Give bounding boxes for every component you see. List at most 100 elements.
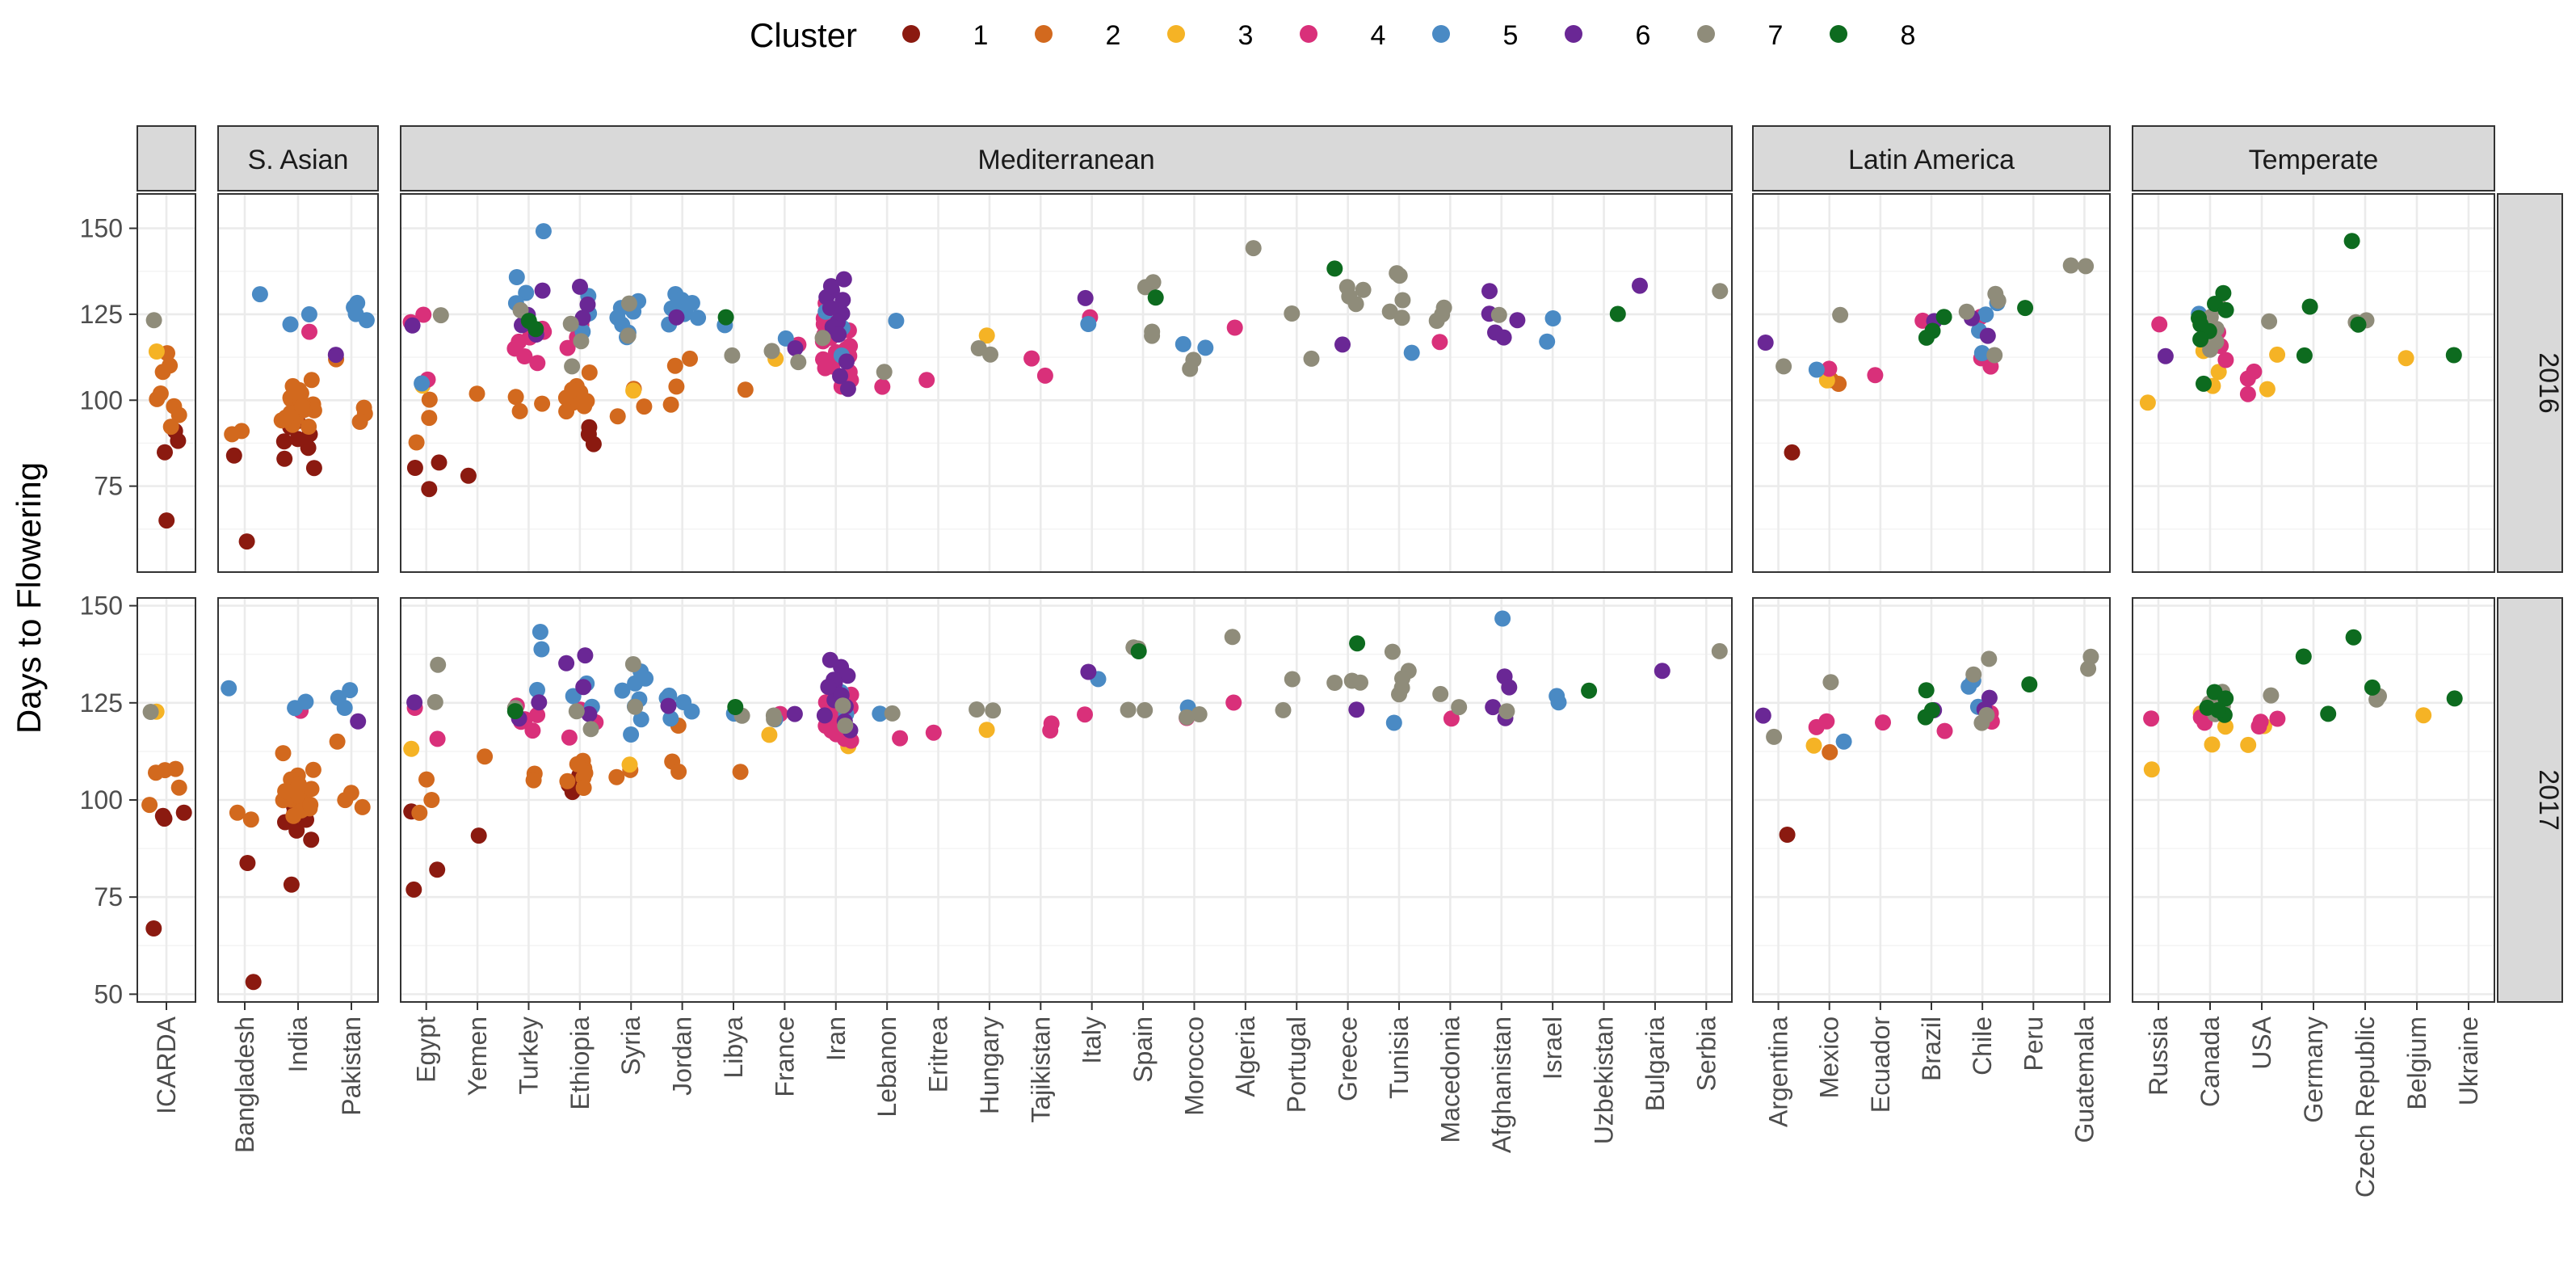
- point-italy-cluster-5: [1080, 316, 1097, 332]
- point-turkey-cluster-8: [527, 321, 544, 338]
- strip-label: Latin America: [1848, 145, 2015, 175]
- point-icarda-cluster-1: [145, 920, 162, 937]
- point-turkey-cluster-5: [532, 624, 548, 640]
- point-canada-cluster-8: [2210, 701, 2226, 718]
- row-2016: 2016 75 100 125 150: [80, 193, 2564, 573]
- legend-key: [1432, 25, 1450, 43]
- point-pakistan-cluster-2: [354, 798, 371, 815]
- strip-label: Mediterranean: [977, 145, 1154, 175]
- legend-label: 1: [973, 20, 989, 51]
- y-tick-label: 125: [80, 688, 123, 718]
- point-canada-cluster-8: [2217, 690, 2234, 707]
- point-hungary-cluster-7: [969, 701, 985, 718]
- point-icarda-cluster-1: [170, 432, 187, 449]
- point-syria-cluster-5: [623, 726, 640, 743]
- point-ethiopia-cluster-2: [576, 398, 593, 415]
- point-egypt-cluster-1: [406, 881, 422, 898]
- point-syria-cluster-7: [627, 698, 644, 715]
- point-libya-cluster-2: [737, 381, 754, 398]
- x-tick-label: Guatemala: [2070, 1017, 2099, 1143]
- point-mexico-cluster-5: [1835, 733, 1852, 750]
- legend-label: 7: [1768, 20, 1784, 51]
- legend-item-8: 8: [1830, 20, 1915, 51]
- strip-temperate: Temperate: [2132, 125, 2495, 192]
- point-afghanistan-cluster-7: [1490, 306, 1507, 323]
- point-usa-cluster-7: [2263, 687, 2280, 704]
- point-ethiopia-cluster-1: [585, 436, 602, 452]
- point-belgium-cluster-3: [2397, 350, 2414, 367]
- point-ethiopia-cluster-1: [581, 419, 598, 436]
- legend-key: [1300, 25, 1317, 43]
- point-ethiopia-cluster-4: [561, 729, 578, 746]
- point-italy-cluster-6: [1080, 663, 1097, 680]
- point-icarda-cluster-2: [162, 419, 179, 436]
- point-india-cluster-1: [276, 450, 293, 467]
- point-spain-cluster-8: [1130, 643, 1147, 659]
- point-turkey-cluster-6: [531, 694, 548, 711]
- point-syria-cluster-3: [625, 382, 642, 399]
- point-syria-cluster-5: [632, 711, 649, 728]
- point-pakistan-cluster-5: [336, 700, 353, 716]
- point-iran-cluster-4: [823, 722, 840, 739]
- legend-key: [1830, 25, 1847, 43]
- point-ethiopia-cluster-2: [558, 403, 575, 420]
- point-syria-cluster-7: [624, 656, 641, 672]
- point-ethiopia-cluster-2: [559, 772, 576, 789]
- x-tick-label: ICARDA: [152, 1016, 181, 1114]
- point-egypt-cluster-6: [406, 694, 423, 711]
- point-india-cluster-2: [293, 398, 310, 415]
- point-syria-cluster-3: [621, 756, 638, 773]
- panel-mediterranean-2016: [400, 193, 1733, 573]
- panel-border: [2132, 193, 2495, 573]
- legend-title: Cluster: [750, 16, 857, 54]
- point-bangladesh-cluster-2: [229, 804, 246, 821]
- point-india-cluster-2: [300, 419, 317, 435]
- point-afghanistan-cluster-7: [1498, 703, 1515, 720]
- point-turkey-cluster-4: [529, 706, 546, 723]
- point-uzbekistan-cluster-8: [1581, 682, 1598, 699]
- point-india-cluster-1: [305, 460, 322, 477]
- point-chile-cluster-7: [1958, 303, 1975, 320]
- point-canada-cluster-3: [2210, 364, 2227, 381]
- y-axis-2016: 75 100 125 150: [80, 214, 137, 501]
- point-egypt-cluster-1: [421, 481, 438, 498]
- point-turkey-cluster-5: [518, 284, 535, 301]
- point-jordan-cluster-2: [666, 357, 683, 374]
- point-argentina-cluster-7: [1775, 358, 1792, 375]
- point-ethiopia-cluster-7: [573, 333, 590, 350]
- point-pakistan-cluster-5: [358, 312, 375, 329]
- point-iran-cluster-7: [837, 718, 854, 735]
- panel-latin-america-2017: [1752, 597, 2111, 1003]
- point-germany-cluster-8: [2301, 298, 2318, 315]
- point-iran-cluster-6: [830, 326, 847, 343]
- point-icarda-cluster-2: [149, 390, 166, 407]
- point-portugal-cluster-7: [1303, 350, 1320, 367]
- point-hungary-cluster-3: [978, 722, 995, 739]
- point-syria-cluster-5: [627, 675, 644, 692]
- point-czech-republic-cluster-8: [2345, 629, 2362, 646]
- point-bangladesh-cluster-1: [225, 447, 242, 464]
- point-canada-cluster-4: [2217, 351, 2234, 368]
- point-france-cluster-7: [766, 710, 783, 727]
- point-icarda-cluster-3: [148, 343, 165, 360]
- x-tick-label: Ecuador: [1866, 1017, 1895, 1113]
- point-israel-cluster-5: [1539, 333, 1556, 350]
- point-afghanistan-cluster-6: [1485, 699, 1502, 716]
- x-tick-label: Turkey: [514, 1017, 543, 1095]
- point-ethiopia-cluster-6: [581, 705, 598, 722]
- point-tajikistan-cluster-4: [1023, 350, 1040, 367]
- point-chile-cluster-7: [1973, 714, 1990, 731]
- point-russia-cluster-4: [2151, 316, 2168, 333]
- x-tick-label: Chile: [1968, 1017, 1997, 1075]
- point-brazil-cluster-8: [1918, 682, 1935, 699]
- point-macedonia-cluster-4: [1431, 334, 1448, 351]
- panel-border: [1752, 193, 2111, 573]
- point-greece-cluster-7: [1355, 281, 1372, 298]
- point-yemen-cluster-2: [477, 748, 494, 765]
- point-germany-cluster-8: [2295, 648, 2312, 665]
- point-turkey-cluster-2: [507, 389, 524, 406]
- legend-item-2: 2: [1035, 20, 1120, 51]
- x-tick-label: Ethiopia: [565, 1017, 595, 1110]
- point-mexico-cluster-2: [1822, 743, 1838, 760]
